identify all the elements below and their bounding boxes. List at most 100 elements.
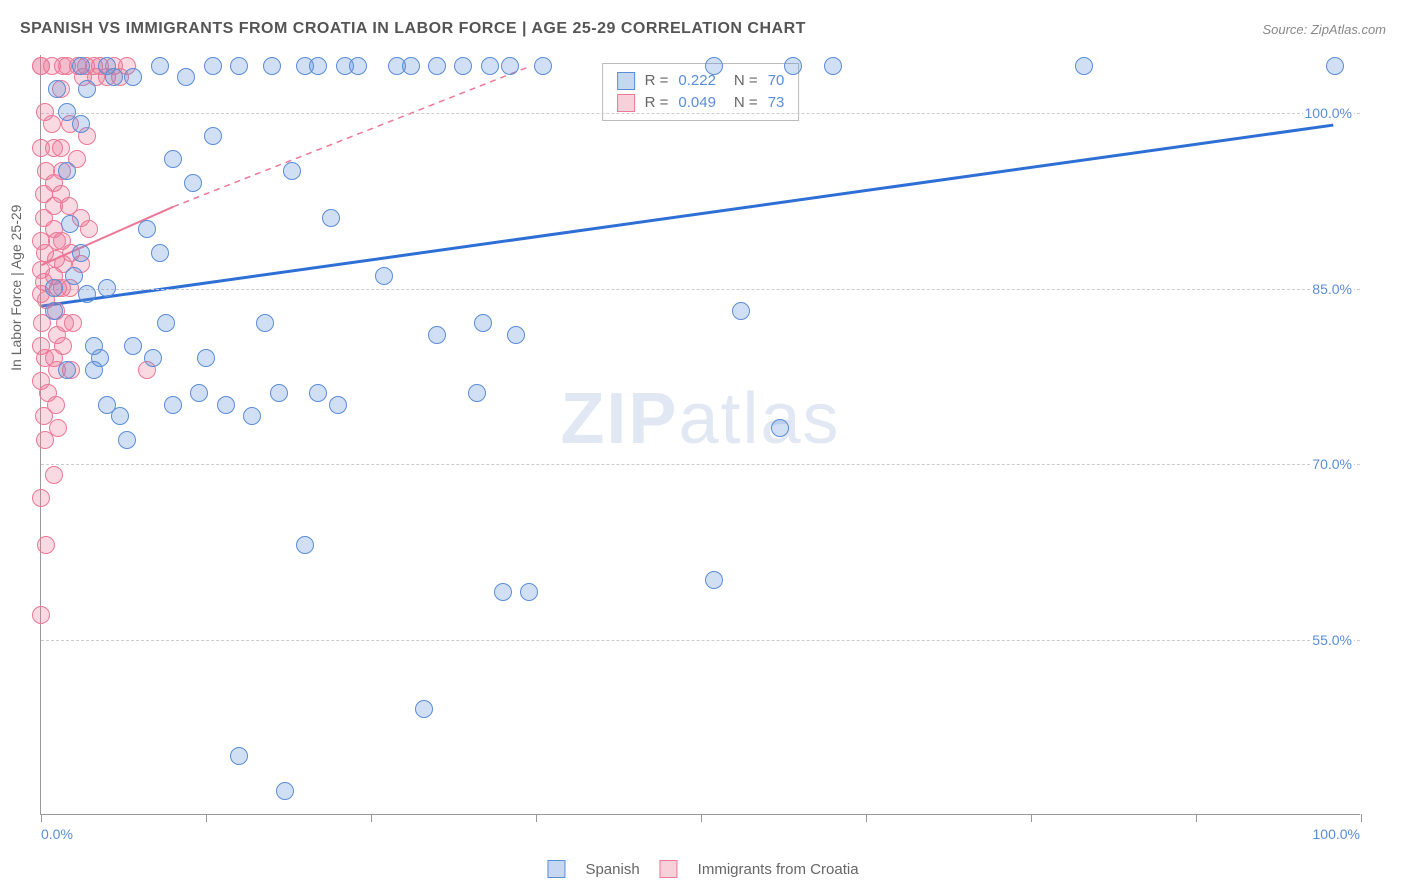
stats-row-1: R = 0.222 N = 70: [617, 70, 785, 92]
scatter-point: [49, 419, 67, 437]
scatter-point: [91, 349, 109, 367]
scatter-point: [45, 466, 63, 484]
scatter-point: [771, 419, 789, 437]
scatter-point: [296, 536, 314, 554]
trend-line: [41, 125, 1333, 306]
scatter-point: [124, 68, 142, 86]
scatter-point: [481, 57, 499, 75]
x-tick: [41, 814, 42, 822]
scatter-point: [52, 139, 70, 157]
scatter-point: [494, 583, 512, 601]
scatter-point: [732, 302, 750, 320]
x-axis-max-label: 100.0%: [1313, 826, 1360, 842]
watermark-bold: ZIP: [560, 379, 678, 459]
x-tick: [866, 814, 867, 822]
r-value-2: 0.049: [678, 92, 716, 114]
scatter-point: [190, 384, 208, 402]
scatter-point: [1326, 57, 1344, 75]
gridline: [41, 113, 1360, 114]
x-tick: [701, 814, 702, 822]
scatter-point: [256, 314, 274, 332]
scatter-point: [118, 431, 136, 449]
scatter-point: [415, 700, 433, 718]
scatter-point: [138, 220, 156, 238]
scatter-point: [705, 57, 723, 75]
stats-row-2: R = 0.049 N = 73: [617, 92, 785, 114]
scatter-point: [329, 396, 347, 414]
scatter-point: [151, 244, 169, 262]
scatter-point: [454, 57, 472, 75]
scatter-point: [157, 314, 175, 332]
x-axis-min-label: 0.0%: [41, 826, 73, 842]
scatter-point: [58, 361, 76, 379]
scatter-point: [501, 57, 519, 75]
y-tick-label: 85.0%: [1310, 281, 1354, 297]
scatter-point: [164, 150, 182, 168]
scatter-point: [204, 57, 222, 75]
scatter-point: [58, 162, 76, 180]
legend-swatch-blue-icon: [547, 860, 565, 878]
scatter-point: [474, 314, 492, 332]
scatter-point: [309, 57, 327, 75]
scatter-point: [375, 267, 393, 285]
plot-area: ZIPatlas R = 0.222 N = 70 R = 0.049 N = …: [40, 55, 1360, 815]
n-label: N =: [734, 70, 758, 92]
scatter-point: [105, 68, 123, 86]
n-value-2: 73: [768, 92, 785, 114]
scatter-point: [204, 127, 222, 145]
x-tick: [371, 814, 372, 822]
scatter-point: [1075, 57, 1093, 75]
scatter-point: [124, 337, 142, 355]
scatter-point: [428, 326, 446, 344]
scatter-point: [45, 302, 63, 320]
scatter-point: [520, 583, 538, 601]
stats-box: R = 0.222 N = 70 R = 0.049 N = 73: [602, 63, 800, 121]
legend-label-1: Spanish: [585, 861, 639, 878]
scatter-point: [507, 326, 525, 344]
scatter-point: [263, 57, 281, 75]
swatch-pink-icon: [617, 94, 635, 112]
scatter-point: [43, 115, 61, 133]
scatter-point: [144, 349, 162, 367]
legend-label-2: Immigrants from Croatia: [698, 861, 859, 878]
r-label-2: R =: [645, 92, 669, 114]
scatter-point: [322, 209, 340, 227]
scatter-point: [80, 220, 98, 238]
scatter-point: [184, 174, 202, 192]
scatter-point: [824, 57, 842, 75]
y-tick-label: 100.0%: [1303, 105, 1354, 121]
scatter-point: [64, 314, 82, 332]
watermark-light: atlas: [678, 379, 840, 459]
scatter-point: [45, 279, 63, 297]
scatter-point: [217, 396, 235, 414]
scatter-point: [65, 267, 83, 285]
scatter-point: [349, 57, 367, 75]
trend-svg: [41, 55, 1360, 814]
y-axis-label: In Labor Force | Age 25-29: [8, 205, 24, 371]
scatter-point: [243, 407, 261, 425]
scatter-point: [78, 285, 96, 303]
legend-swatch-pink-icon: [660, 860, 678, 878]
scatter-point: [151, 57, 169, 75]
scatter-point: [270, 384, 288, 402]
scatter-point: [468, 384, 486, 402]
gridline: [41, 640, 1360, 641]
scatter-point: [230, 57, 248, 75]
scatter-point: [98, 279, 116, 297]
scatter-point: [32, 489, 50, 507]
trend-line: [173, 67, 529, 207]
x-tick: [1031, 814, 1032, 822]
scatter-point: [534, 57, 552, 75]
n-value-1: 70: [768, 70, 785, 92]
scatter-point: [78, 80, 96, 98]
scatter-point: [177, 68, 195, 86]
gridline: [41, 289, 1360, 290]
scatter-point: [784, 57, 802, 75]
scatter-point: [705, 571, 723, 589]
bottom-legend: Spanish Immigrants from Croatia: [547, 860, 858, 878]
scatter-point: [48, 80, 66, 98]
x-tick: [1361, 814, 1362, 822]
scatter-point: [164, 396, 182, 414]
gridline: [41, 464, 1360, 465]
source-text: Source: ZipAtlas.com: [1262, 22, 1386, 37]
